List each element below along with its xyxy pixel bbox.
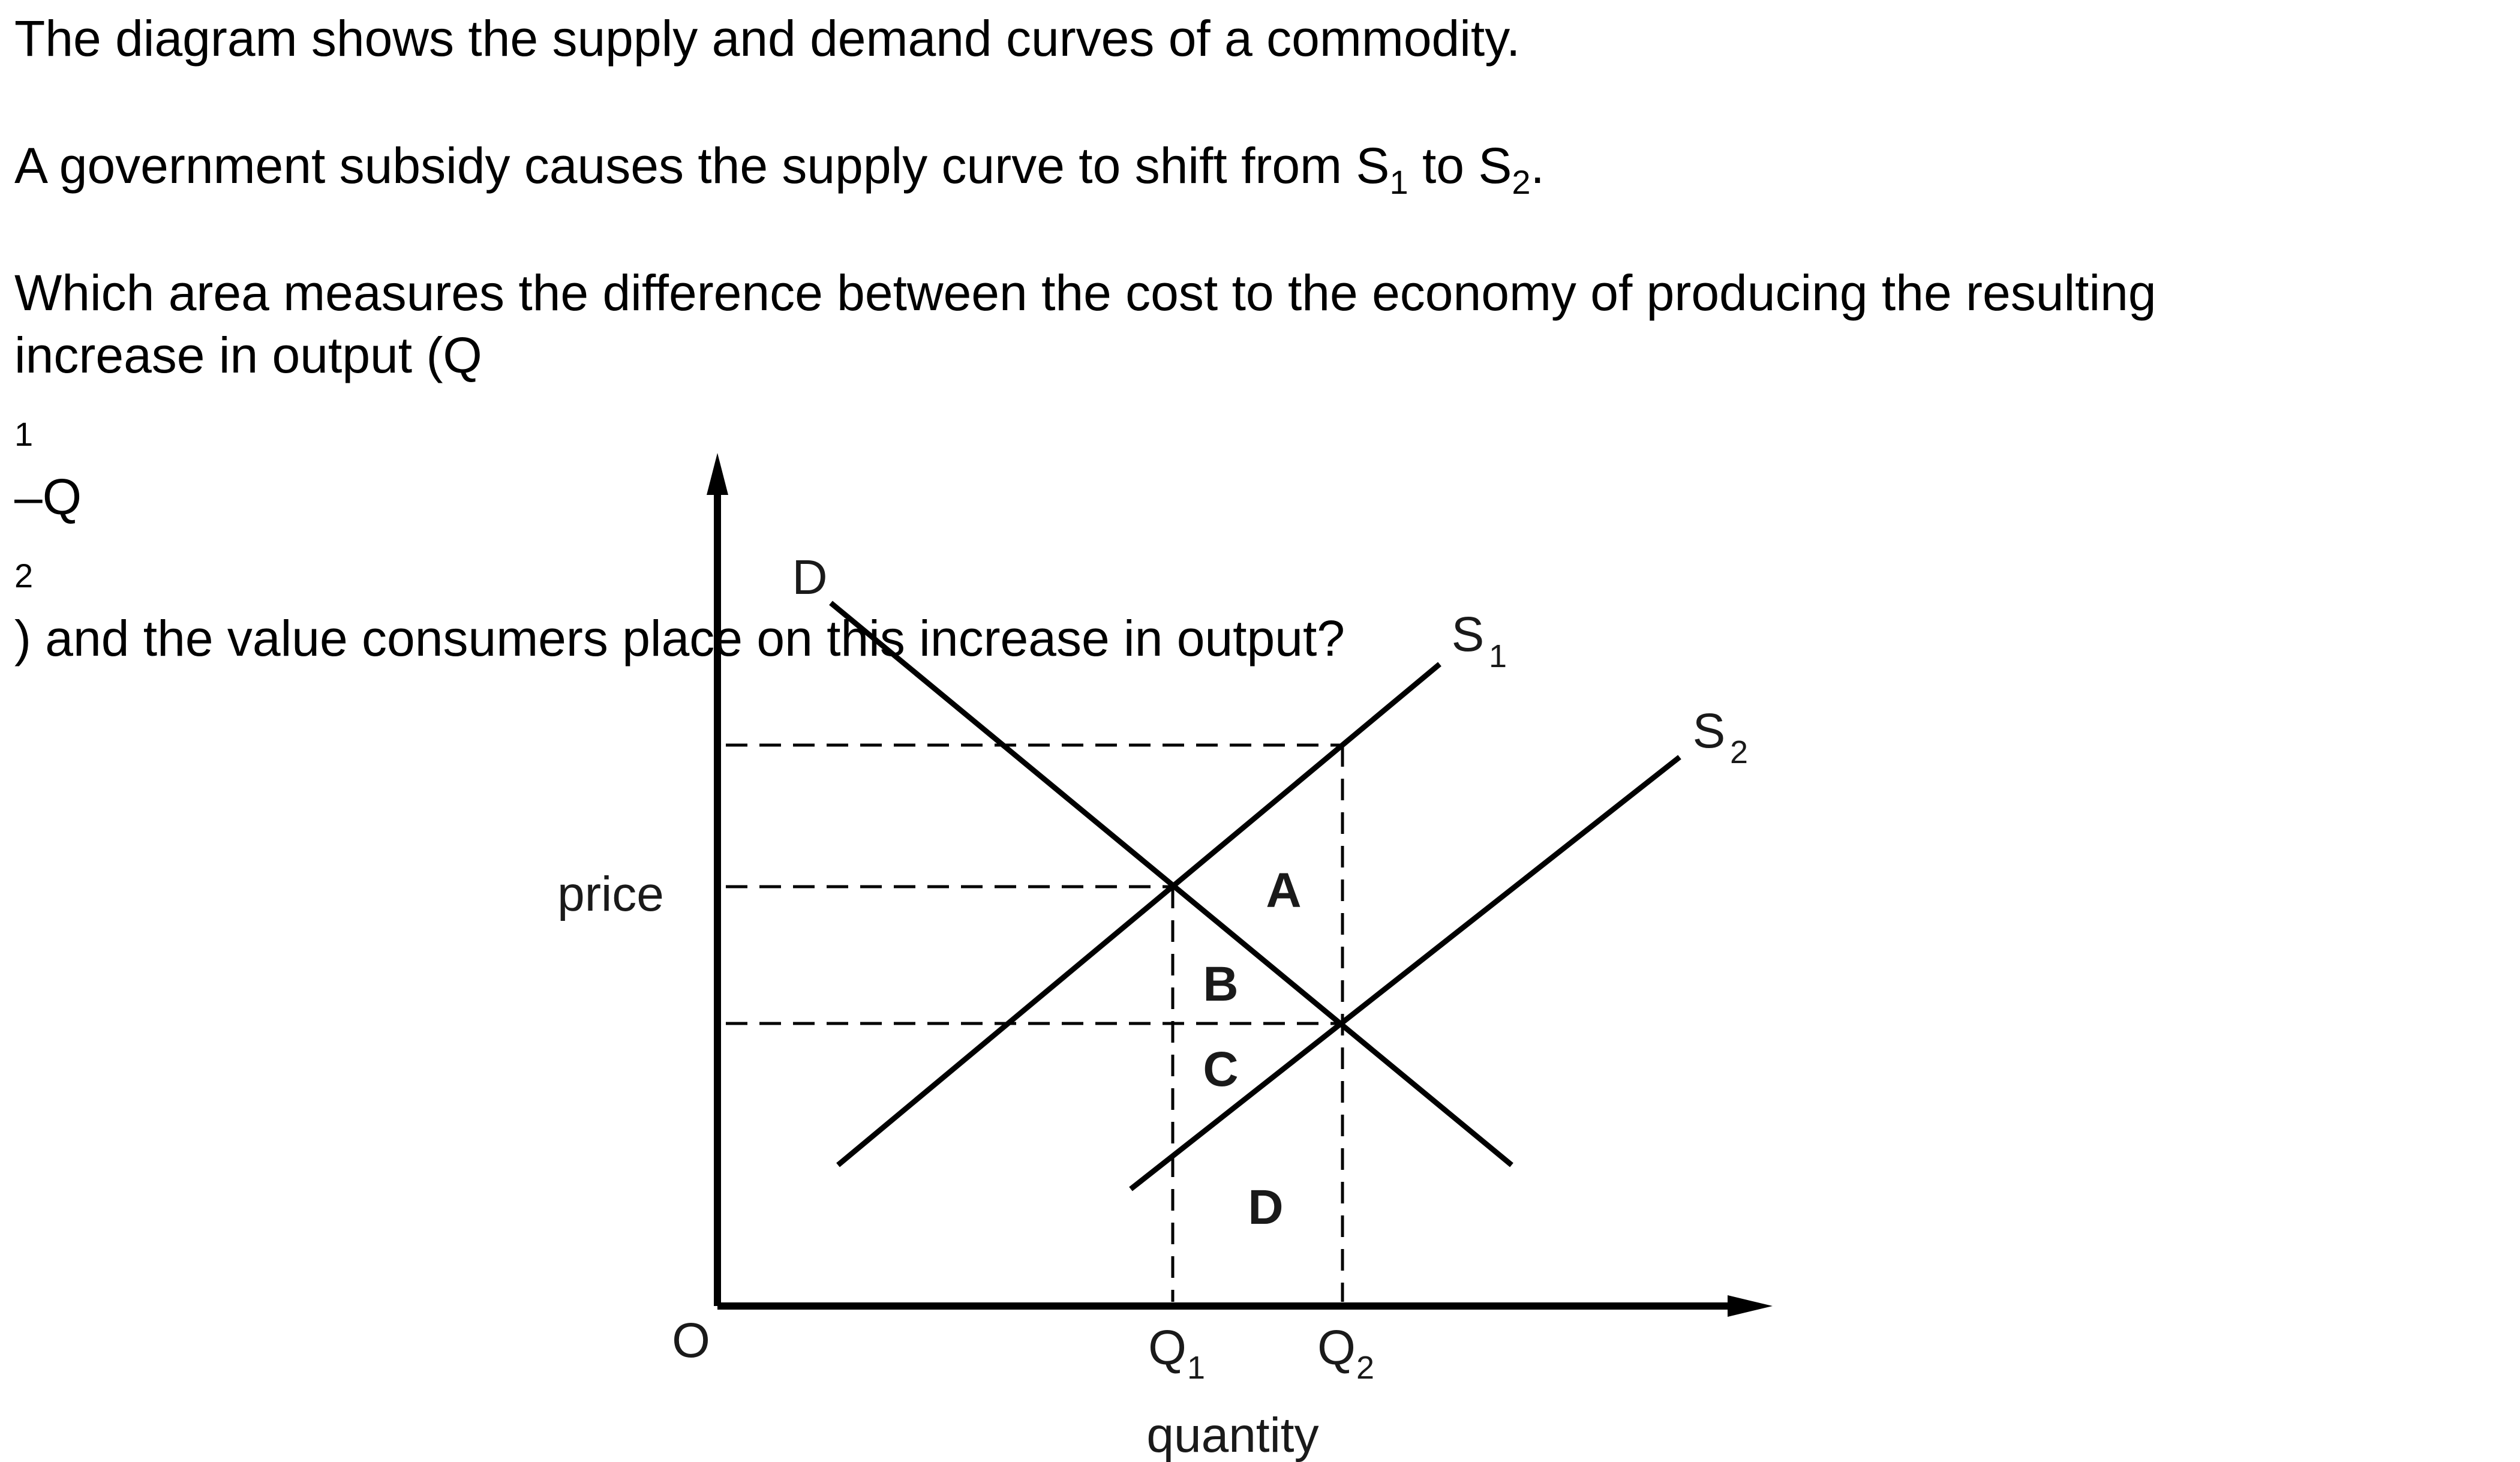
demand-curve (829, 601, 1513, 1167)
q4-text-c: ) and the value consumers place on this … (14, 610, 1345, 667)
y-axis-label: price (557, 867, 664, 921)
demand-label: D (792, 550, 827, 605)
q2-text-a: A government subsidy causes the supply c… (14, 137, 1390, 194)
question-line-2: A government subsidy causes the supply c… (14, 134, 1545, 214)
supply-curve-s1 (836, 662, 1441, 1167)
origin-label: O (672, 1313, 710, 1368)
q1-label: Q (1148, 1320, 1187, 1375)
q4-text-a: increase in output (Q (14, 327, 482, 383)
area-c-label: C (1203, 1042, 1238, 1097)
supply-curve-s2 (1129, 755, 1681, 1191)
q3-line-b: increase in output (Q 1 –Q 2 ) and the value… (14, 324, 2156, 670)
q2-text-b: to S (1408, 137, 1512, 194)
x-axis-label: quantity (1146, 1408, 1318, 1462)
q3-line-a: Which area measures the difference betwe… (14, 265, 2156, 321)
x-axis-arrowhead (1728, 1295, 1773, 1317)
q2-sub-2: 2 (1512, 163, 1531, 201)
q4-sub-2: 2 (14, 556, 34, 595)
q4-text-b: –Q (14, 468, 82, 525)
supply2-subscript: 2 (1730, 734, 1748, 770)
dashed-guides (726, 743, 1344, 1302)
q4-sub-1: 1 (14, 415, 34, 453)
q2-subscript: 2 (1356, 1350, 1374, 1386)
q2-label: Q (1317, 1320, 1356, 1375)
y-axis-arrowhead (707, 453, 728, 495)
supply1-label: S (1452, 607, 1485, 662)
question-line-3: Which area measures the difference betwe… (14, 262, 2156, 670)
area-b-label: B (1203, 957, 1238, 1011)
q1-subscript: 1 (1187, 1350, 1205, 1386)
supply1-subscript: 1 (1489, 638, 1507, 674)
area-a-label: A (1266, 863, 1301, 918)
supply2-label: S (1693, 704, 1726, 758)
area-d-label: D (1248, 1180, 1283, 1235)
q2-text-c: . (1530, 137, 1545, 194)
q2-sub-1: 1 (1389, 163, 1408, 201)
question-line-1: The diagram shows the supply and demand … (14, 10, 1521, 67)
